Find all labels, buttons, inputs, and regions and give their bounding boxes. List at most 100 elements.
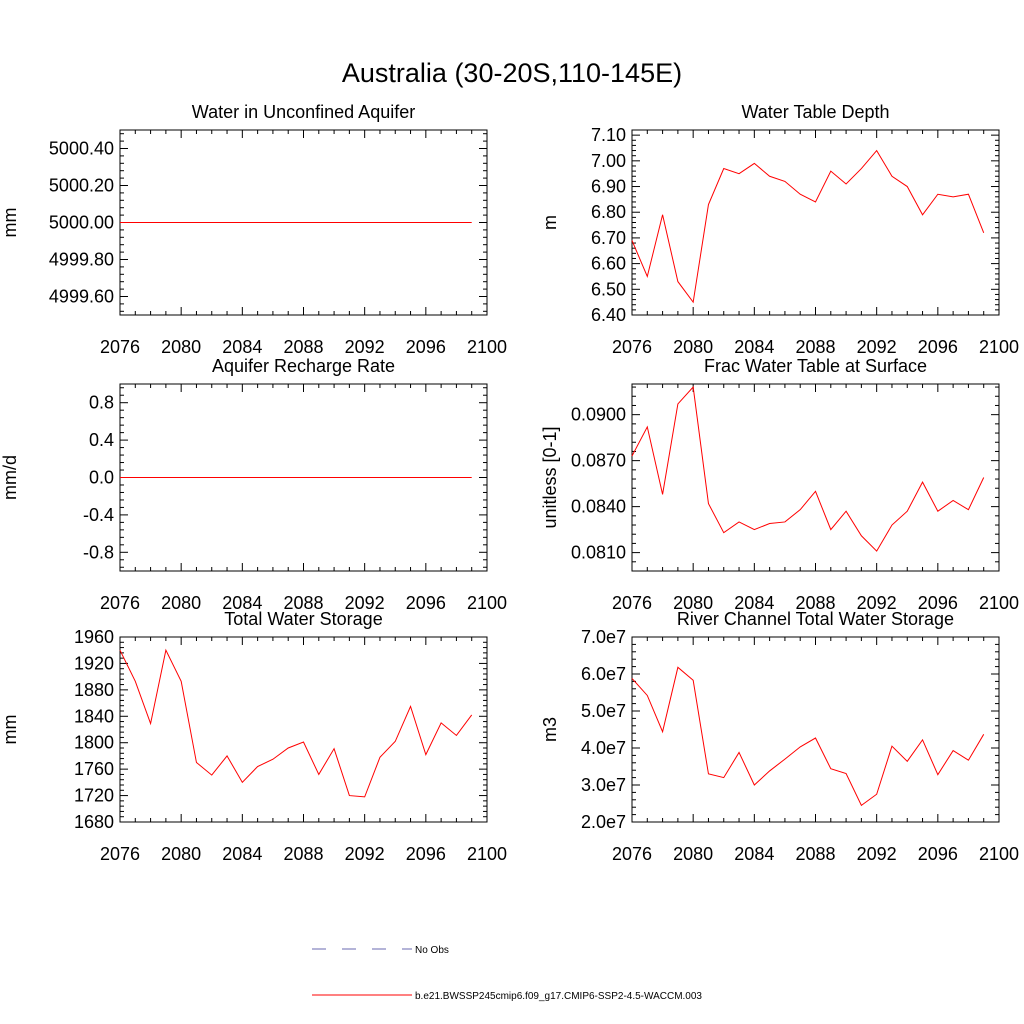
y-tick-label: 4999.80 xyxy=(49,250,114,270)
plot-frame xyxy=(631,129,1000,316)
x-tick-label: 2100 xyxy=(467,337,507,357)
x-tick-label: 2092 xyxy=(857,337,897,357)
x-tick-label: 2084 xyxy=(222,844,262,864)
y-axis-label: mm xyxy=(0,715,20,745)
legend-label-model: b.e21.BWSSP245cmip6.f09_g17.CMIP6-SSP2-4… xyxy=(415,991,702,1002)
x-tick-label: 2100 xyxy=(467,593,507,613)
series-line-1 xyxy=(631,385,985,552)
y-tick-label: 6.0e7 xyxy=(581,664,626,684)
y-axis-label: mm/d xyxy=(0,455,20,500)
y-tick-label: 6.80 xyxy=(591,202,626,222)
x-tick-label: 2092 xyxy=(857,593,897,613)
x-tick-label: 2088 xyxy=(795,593,835,613)
y-tick-label: 1760 xyxy=(74,759,114,779)
x-tick-label: 2076 xyxy=(612,844,652,864)
x-tick-label: 2088 xyxy=(283,337,323,357)
y-tick-label: 0.0870 xyxy=(571,451,626,471)
chart-panel-4: Frac Water Table at Surface unitless [0-1… xyxy=(540,356,1019,613)
chart-panel-6: River Channel Total Water Storage m3 2076 2… xyxy=(540,609,1019,864)
y-tick-label: 0.0810 xyxy=(571,543,626,563)
y-tick-label: 5000.00 xyxy=(49,213,114,233)
panel-title: Total Water Storage xyxy=(224,609,382,629)
x-tick-label: 2080 xyxy=(161,593,201,613)
x-tick-label: 2096 xyxy=(918,844,958,864)
y-tick-label: 4.0e7 xyxy=(581,738,626,758)
plot-frame xyxy=(631,383,1000,572)
chart-panel-1: Water in Unconfined Aquifer mm 2076 2080 208… xyxy=(0,102,507,357)
y-tick-label: 0.0840 xyxy=(571,497,626,517)
x-tick-label: 2096 xyxy=(918,593,958,613)
x-tick-label: 2080 xyxy=(161,337,201,357)
x-tick-label: 2100 xyxy=(979,593,1019,613)
x-tick-label: 2088 xyxy=(795,844,835,864)
x-tick-label: 2092 xyxy=(857,844,897,864)
y-axis-label: mm xyxy=(0,208,20,238)
x-tick-label: 2100 xyxy=(467,844,507,864)
chart-panels: Water in Unconfined Aquifer mm 2076 2080 208… xyxy=(0,102,1019,864)
y-tick-label: 7.0e7 xyxy=(581,627,626,647)
y-tick-label: 3.0e7 xyxy=(581,775,626,795)
x-tick-label: 2088 xyxy=(795,337,835,357)
y-tick-label: 1960 xyxy=(74,627,114,647)
y-tick-label: -0.4 xyxy=(83,505,114,525)
y-axis-label: m3 xyxy=(540,717,560,742)
y-tick-label: 0.4 xyxy=(89,430,114,450)
y-axis-label: m xyxy=(540,215,560,230)
x-tick-label: 2096 xyxy=(406,593,446,613)
x-tick-label: 2076 xyxy=(612,593,652,613)
y-tick-label: 1840 xyxy=(74,706,114,726)
y-tick-label: 0.0900 xyxy=(571,405,626,425)
y-tick-label: 6.70 xyxy=(591,228,626,248)
x-tick-label: 2096 xyxy=(406,844,446,864)
y-tick-label: 1800 xyxy=(74,733,114,753)
panel-title: Water in Unconfined Aquifer xyxy=(192,102,415,122)
plot-frame xyxy=(119,636,488,823)
x-tick-label: 2076 xyxy=(100,844,140,864)
y-tick-label: 6.40 xyxy=(591,305,626,325)
x-tick-label: 2084 xyxy=(222,593,262,613)
panel-title: Frac Water Table at Surface xyxy=(704,356,927,376)
plot-frame xyxy=(631,636,1000,823)
x-tick-label: 2076 xyxy=(100,593,140,613)
y-tick-label: 5000.20 xyxy=(49,176,114,196)
x-tick-label: 2076 xyxy=(612,337,652,357)
x-tick-label: 2080 xyxy=(161,844,201,864)
y-tick-label: 7.10 xyxy=(591,125,626,145)
y-tick-label: 1680 xyxy=(74,812,114,832)
y-tick-label: 5000.40 xyxy=(49,139,114,159)
figure-title: Australia (30-20S,110-145E) xyxy=(342,58,682,88)
panel-title: Water Table Depth xyxy=(741,102,889,122)
y-tick-label: 6.50 xyxy=(591,279,626,299)
x-tick-label: 2084 xyxy=(734,844,774,864)
y-tick-label: 4999.60 xyxy=(49,287,114,307)
panel-title: Aquifer Recharge Rate xyxy=(212,356,395,376)
chart-panel-5: Total Water Storage mm 2076 2080 2084 2088 209… xyxy=(0,609,507,864)
y-tick-label: 6.60 xyxy=(591,254,626,274)
x-tick-label: 2096 xyxy=(406,337,446,357)
x-tick-label: 2092 xyxy=(345,337,385,357)
x-tick-label: 2088 xyxy=(283,593,323,613)
y-tick-label: 1920 xyxy=(74,653,114,673)
x-tick-label: 2084 xyxy=(734,337,774,357)
y-tick-label: 0.0 xyxy=(89,468,114,488)
x-tick-label: 2084 xyxy=(222,337,262,357)
x-tick-label: 2080 xyxy=(673,844,713,864)
y-tick-label: 7.00 xyxy=(591,151,626,171)
x-tick-label: 2100 xyxy=(979,844,1019,864)
legend: No Obs b.e21.BWSSP245cmip6.f09_g17.CMIP6… xyxy=(312,945,702,1002)
y-tick-label: 0.8 xyxy=(89,393,114,413)
y-tick-label: 6.90 xyxy=(591,177,626,197)
y-tick-label: 5.0e7 xyxy=(581,701,626,721)
panel-title: River Channel Total Water Storage xyxy=(677,609,954,629)
chart-panel-3: Aquifer Recharge Rate mm/d 2076 2080 2084 208… xyxy=(0,356,507,613)
x-tick-label: 2080 xyxy=(673,593,713,613)
chart-panel-2: Water Table Depth m 2076 2080 2084 2088 2092 20… xyxy=(540,102,1019,357)
x-tick-label: 2092 xyxy=(345,593,385,613)
y-tick-label: 1720 xyxy=(74,786,114,806)
x-tick-label: 2088 xyxy=(283,844,323,864)
series-line-1 xyxy=(119,648,473,798)
series-line-1 xyxy=(631,149,985,304)
y-tick-label: -0.8 xyxy=(83,542,114,562)
x-tick-label: 2092 xyxy=(345,844,385,864)
